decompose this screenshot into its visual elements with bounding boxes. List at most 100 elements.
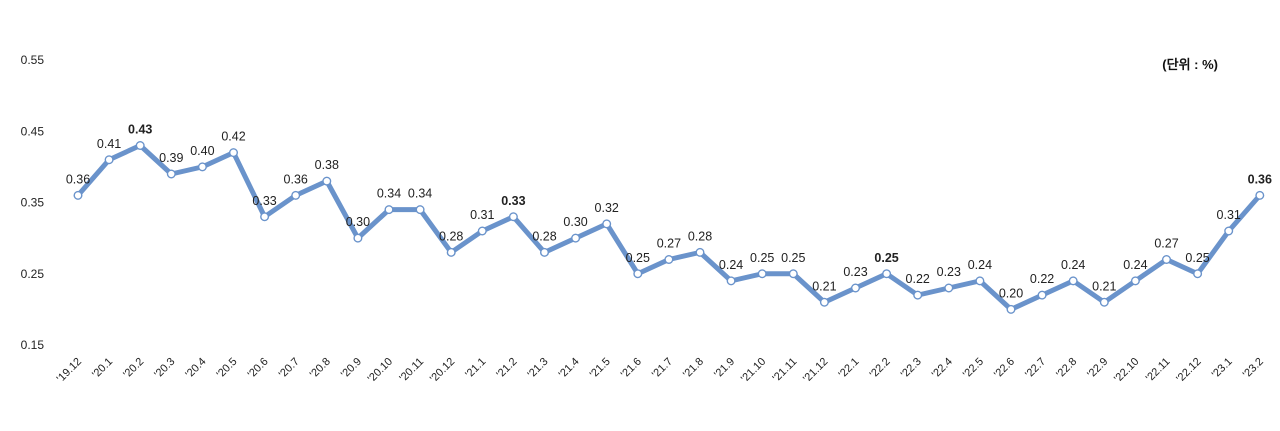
data-point: [1099, 297, 1109, 307]
data-label: 0.21: [1092, 279, 1116, 293]
data-point: [664, 254, 674, 264]
x-tick-label: '22.10: [1112, 356, 1141, 385]
data-label: 0.43: [128, 123, 152, 137]
data-point: [508, 212, 518, 222]
data-point: [571, 233, 581, 243]
x-tick-label: '20.6: [246, 356, 271, 381]
data-point: [695, 247, 705, 257]
x-tick-label: '22.2: [868, 356, 893, 381]
data-point: [291, 190, 301, 200]
data-point: [415, 205, 425, 215]
data-point: [1037, 290, 1047, 300]
x-tick-label: '21.5: [588, 356, 613, 381]
data-point: [197, 162, 207, 172]
data-point: [260, 212, 270, 222]
data-label: 0.36: [1248, 172, 1272, 186]
x-tick-label: '20.5: [215, 356, 240, 381]
data-point: [353, 233, 363, 243]
data-label: 0.25: [626, 251, 650, 265]
data-point: [633, 269, 643, 279]
x-tick-label: '20.10: [366, 356, 395, 385]
data-point: [788, 269, 798, 279]
data-label: 0.32: [595, 201, 619, 215]
x-tick-label: '21.1: [463, 356, 488, 381]
data-label: 0.25: [1185, 251, 1209, 265]
data-label: 0.24: [1061, 258, 1085, 272]
x-tick-label: '23.2: [1241, 356, 1266, 381]
x-tick-label: '22.7: [1023, 356, 1048, 381]
data-point: [446, 247, 456, 257]
x-tick-label: '23.1: [1210, 356, 1235, 381]
x-tick-label: '21.8: [681, 356, 706, 381]
data-point: [819, 297, 829, 307]
x-tick-label: '21.4: [557, 356, 582, 381]
data-label: 0.24: [719, 258, 743, 272]
data-label: 0.30: [346, 215, 370, 229]
data-label: 0.31: [470, 208, 494, 222]
data-point: [757, 269, 767, 279]
y-tick-label: 0.25: [21, 267, 45, 281]
data-label: 0.28: [688, 229, 712, 243]
y-tick-label: 0.35: [21, 196, 45, 210]
data-label: 0.30: [563, 215, 587, 229]
data-point: [944, 283, 954, 293]
data-points: [73, 140, 1265, 314]
data-point: [602, 219, 612, 229]
unit-label: (단위 : %): [1162, 57, 1218, 72]
data-label: 0.25: [750, 251, 774, 265]
data-label: 0.24: [968, 258, 992, 272]
y-tick-label: 0.55: [21, 53, 45, 67]
data-point: [1224, 226, 1234, 236]
data-label: 0.23: [843, 265, 867, 279]
data-label: 0.24: [1123, 258, 1147, 272]
x-tick-label: '22.12: [1174, 356, 1203, 385]
data-point: [73, 190, 83, 200]
data-label: 0.40: [190, 144, 214, 158]
data-point: [384, 205, 394, 215]
data-label: 0.25: [781, 251, 805, 265]
data-point: [135, 140, 145, 150]
x-tick-label: '22.4: [930, 356, 955, 381]
x-tick-label: '21.7: [650, 356, 675, 381]
data-label: 0.36: [284, 172, 308, 186]
data-point: [913, 290, 923, 300]
x-tick-label: '20.12: [428, 356, 457, 385]
x-axis: '19.12'20.1'20.2'20.3'20.4'20.5'20.6'20.…: [55, 356, 1266, 385]
data-label: 0.31: [1217, 208, 1241, 222]
data-label: 0.41: [97, 137, 121, 151]
x-tick-label: '21.2: [494, 356, 519, 381]
data-label: 0.42: [221, 130, 245, 144]
data-label: 0.27: [1154, 237, 1178, 251]
data-label: 0.20: [999, 286, 1023, 300]
x-tick-label: '22.1: [837, 356, 862, 381]
data-point: [726, 276, 736, 286]
x-tick-label: '21.3: [526, 356, 551, 381]
data-point: [1006, 304, 1016, 314]
data-label: 0.39: [159, 151, 183, 165]
data-point: [1161, 254, 1171, 264]
x-tick-label: '20.3: [152, 356, 177, 381]
data-label: 0.36: [66, 172, 90, 186]
data-label: 0.27: [657, 237, 681, 251]
data-label: 0.34: [408, 187, 432, 201]
data-label: 0.38: [315, 158, 339, 172]
data-point: [477, 226, 487, 236]
data-label: 0.28: [532, 229, 556, 243]
x-tick-label: '20.9: [339, 356, 364, 381]
x-tick-label: '21.10: [739, 356, 768, 385]
x-tick-label: '20.1: [90, 356, 115, 381]
x-tick-label: '22.11: [1144, 356, 1173, 385]
data-label: 0.22: [1030, 272, 1054, 286]
x-tick-label: '22.3: [899, 356, 924, 381]
data-point: [104, 155, 114, 165]
y-axis: 0.15 0.25 0.35 0.45 0.55: [21, 53, 45, 352]
series-line: [75, 143, 1263, 312]
data-label: 0.33: [501, 194, 525, 208]
x-tick-label: '22.9: [1085, 356, 1110, 381]
data-label: 0.33: [252, 194, 276, 208]
x-tick-label: '21.12: [801, 356, 830, 385]
data-label: 0.22: [906, 272, 930, 286]
data-point: [540, 247, 550, 257]
x-tick-label: '22.8: [1054, 356, 1079, 381]
